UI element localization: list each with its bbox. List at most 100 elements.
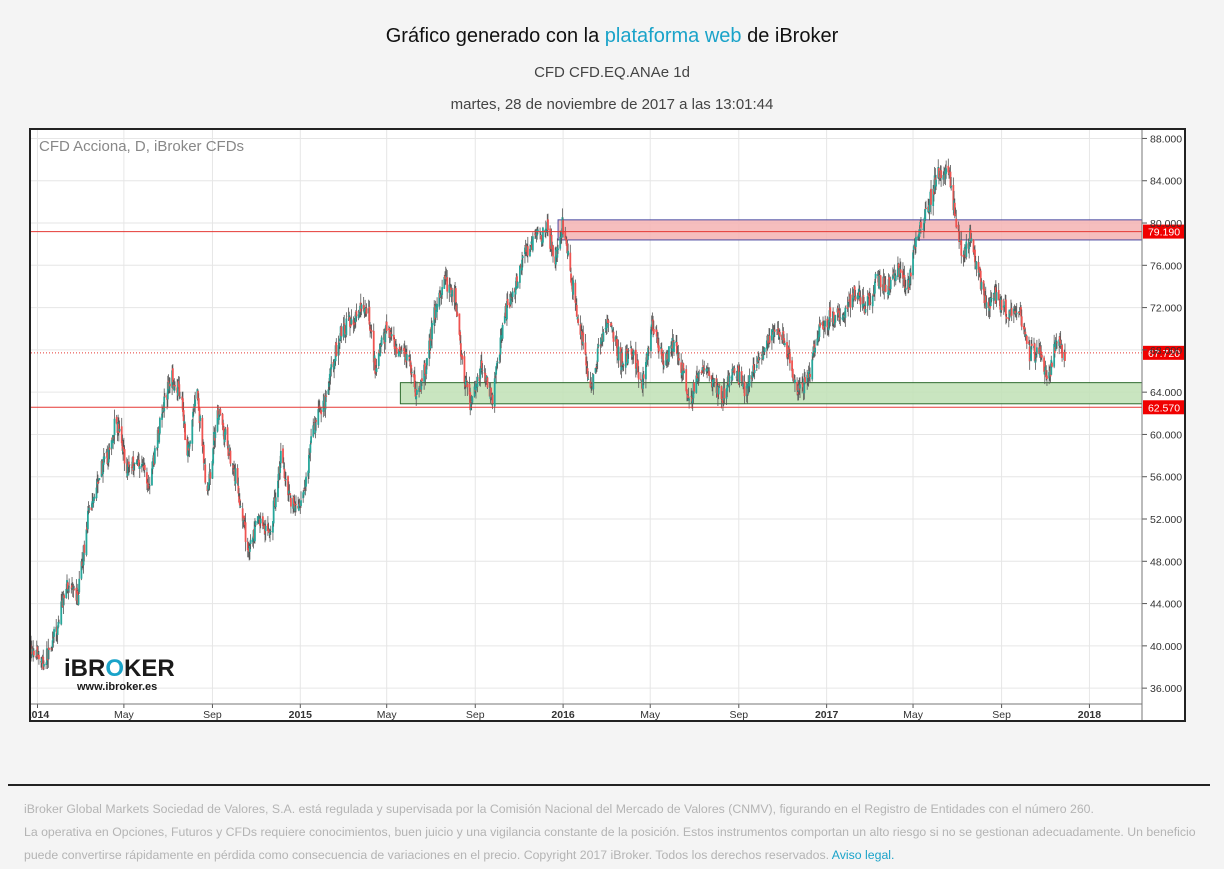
candle-body	[368, 306, 371, 325]
candle-body	[1046, 375, 1048, 379]
candle-body	[318, 405, 321, 407]
candle-body	[274, 497, 277, 508]
candle-body	[423, 363, 426, 374]
candle-body	[395, 347, 398, 354]
candle-body	[146, 482, 149, 485]
candle-body	[796, 391, 799, 395]
candle-body	[500, 334, 503, 341]
candle-body	[1010, 308, 1013, 316]
candle-body	[678, 358, 680, 361]
logo-brand-end: KER	[124, 655, 175, 682]
candle-body	[1034, 359, 1037, 363]
candle-body	[302, 492, 305, 499]
candle-body	[202, 444, 205, 464]
candle-body	[191, 419, 194, 444]
candle-body	[524, 247, 526, 255]
candle-body	[216, 410, 219, 432]
candle-body	[1059, 340, 1062, 346]
candle-body	[711, 380, 714, 387]
candle-body	[985, 302, 988, 308]
candle-body	[398, 349, 400, 357]
candle-body	[214, 431, 217, 438]
candle-body	[592, 374, 595, 390]
candle-body	[564, 231, 567, 239]
candle-body	[675, 341, 678, 354]
candle-body	[1000, 299, 1003, 311]
candle-body	[884, 284, 887, 292]
candle-body	[246, 541, 249, 551]
candle-body	[115, 416, 118, 424]
candle-body	[908, 282, 911, 288]
footer-risk-body: La operativa en Opciones, Futuros y CFDs…	[24, 825, 1196, 862]
candle-body	[330, 364, 333, 370]
candle-body	[237, 485, 240, 494]
candle-body	[637, 360, 639, 372]
candle-body	[58, 622, 60, 624]
candle-body	[629, 347, 632, 349]
candle-body	[47, 648, 50, 659]
candle-body	[289, 493, 292, 496]
candle-body	[540, 235, 543, 242]
candle-body	[565, 237, 567, 241]
platform-link[interactable]: plataforma web	[604, 25, 742, 47]
candle-body	[1044, 367, 1047, 373]
candle-body	[329, 369, 332, 376]
candle-body	[557, 248, 559, 250]
y-tick-label: 64.000	[1150, 387, 1182, 399]
candle-body	[899, 269, 902, 273]
candle-body	[758, 358, 761, 360]
candle-body	[424, 373, 427, 377]
candle-body	[70, 587, 73, 589]
candle-body	[112, 437, 115, 439]
candle-body	[355, 311, 358, 317]
candle-body	[290, 497, 292, 507]
candle-body	[449, 286, 451, 288]
candle-body	[925, 207, 927, 210]
candle-body	[701, 367, 704, 371]
candle-body	[496, 361, 499, 364]
candle-body	[369, 325, 372, 331]
candle-body	[605, 326, 608, 331]
candle-body	[904, 287, 907, 290]
y-tick-label: 52.000	[1150, 514, 1182, 526]
candle-body	[211, 461, 214, 479]
x-tick-label: 2016	[551, 709, 575, 720]
candle-body	[677, 354, 680, 358]
candle-body	[607, 320, 610, 323]
candle-body	[283, 468, 286, 479]
candle-body	[768, 335, 771, 343]
candle-body	[1059, 336, 1061, 342]
candle-body	[314, 422, 317, 433]
candle-body	[576, 317, 579, 320]
candle-body	[888, 277, 891, 291]
candle-body	[138, 465, 141, 469]
candle-body	[262, 525, 265, 527]
candle-body	[414, 388, 417, 397]
candle-body	[161, 413, 163, 420]
candle-body	[622, 364, 625, 366]
candle-body	[102, 463, 104, 474]
candle-body	[977, 262, 980, 273]
candle-body	[690, 396, 693, 398]
candle-body	[822, 321, 824, 329]
candle-body	[740, 371, 743, 382]
candle-body	[302, 491, 305, 495]
support-zone	[399, 382, 1143, 405]
candle-body	[36, 646, 39, 657]
candle-body	[77, 594, 80, 605]
candle-body	[808, 371, 811, 373]
candle-body	[1041, 354, 1043, 358]
candle-body	[683, 370, 685, 374]
candle-body	[465, 379, 468, 381]
candle-body	[627, 350, 630, 352]
candle-body	[624, 351, 627, 368]
candle-body	[379, 345, 382, 356]
candle-body	[742, 383, 745, 387]
candle-body	[459, 343, 462, 357]
candle-body	[130, 466, 133, 468]
candle-body	[663, 366, 665, 368]
candle-body	[631, 354, 634, 357]
candle-body	[297, 504, 300, 511]
legal-notice-link[interactable]: Aviso legal.	[831, 848, 895, 862]
candle-body	[350, 318, 353, 324]
